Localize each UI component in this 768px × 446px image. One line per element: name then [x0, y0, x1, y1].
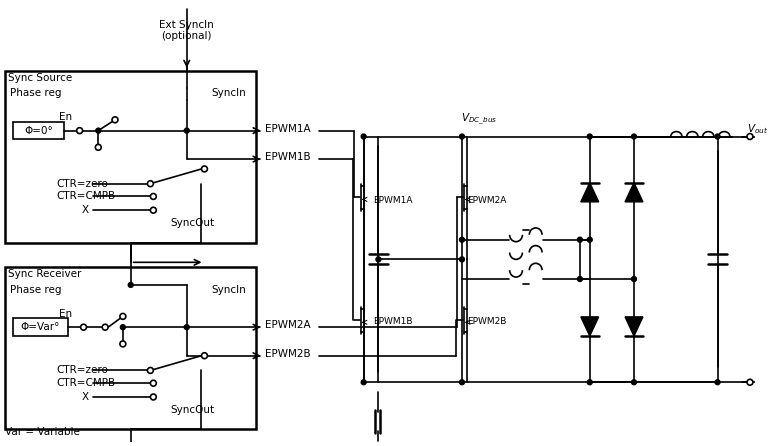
- Circle shape: [151, 380, 156, 386]
- Circle shape: [81, 324, 87, 330]
- Text: Sync Receiver: Sync Receiver: [8, 269, 81, 279]
- Text: CTR=zero: CTR=zero: [56, 365, 108, 376]
- Text: SyncIn: SyncIn: [211, 88, 246, 98]
- Text: Φ=0°: Φ=0°: [24, 126, 53, 136]
- Polygon shape: [625, 317, 643, 336]
- Text: SyncOut: SyncOut: [170, 405, 214, 415]
- Polygon shape: [581, 183, 599, 202]
- Text: EPWM1B: EPWM1B: [266, 152, 311, 162]
- Circle shape: [147, 368, 154, 373]
- Text: SyncIn: SyncIn: [211, 285, 246, 295]
- Circle shape: [95, 145, 101, 150]
- Text: (optional): (optional): [161, 31, 212, 41]
- Circle shape: [459, 257, 465, 262]
- Text: $V_{DC\_bus}$: $V_{DC\_bus}$: [461, 112, 497, 127]
- Circle shape: [631, 277, 637, 281]
- Text: Φ=Var°: Φ=Var°: [21, 322, 60, 332]
- Circle shape: [588, 237, 592, 242]
- Text: X: X: [81, 205, 89, 215]
- Text: CTR=CMPB: CTR=CMPB: [56, 191, 115, 202]
- Circle shape: [459, 380, 465, 385]
- Text: EPWM2B: EPWM2B: [467, 317, 506, 326]
- Circle shape: [588, 134, 592, 139]
- Circle shape: [151, 207, 156, 213]
- Circle shape: [361, 134, 366, 139]
- Text: CTR=zero: CTR=zero: [56, 179, 108, 189]
- Text: SyncOut: SyncOut: [170, 218, 214, 228]
- Circle shape: [77, 128, 83, 133]
- Text: Phase reg: Phase reg: [10, 285, 61, 295]
- Text: EPWM2A: EPWM2A: [467, 196, 506, 205]
- Text: X: X: [81, 392, 89, 402]
- Circle shape: [120, 314, 126, 319]
- Text: Var = Variable: Var = Variable: [5, 427, 80, 438]
- Polygon shape: [581, 317, 599, 336]
- Circle shape: [578, 237, 582, 242]
- Circle shape: [715, 380, 720, 385]
- Circle shape: [578, 277, 582, 281]
- Text: EPWM1B: EPWM1B: [373, 317, 413, 326]
- Circle shape: [747, 379, 753, 385]
- Circle shape: [151, 194, 156, 199]
- Text: $V_{out}$: $V_{out}$: [747, 122, 768, 136]
- Circle shape: [715, 134, 720, 139]
- Circle shape: [121, 325, 125, 330]
- Circle shape: [128, 282, 133, 287]
- Text: Phase reg: Phase reg: [10, 88, 61, 98]
- Bar: [5, 70, 256, 243]
- Text: En: En: [59, 309, 72, 318]
- Bar: [13, 318, 68, 336]
- Circle shape: [459, 237, 465, 242]
- Circle shape: [184, 128, 189, 133]
- Circle shape: [147, 181, 154, 186]
- Text: CTR=CMPB: CTR=CMPB: [56, 378, 115, 388]
- Text: Ext SyncIn: Ext SyncIn: [160, 20, 214, 29]
- Bar: [13, 122, 64, 140]
- Circle shape: [631, 134, 637, 139]
- Text: EPWM2B: EPWM2B: [266, 349, 311, 359]
- Text: EPWM1A: EPWM1A: [266, 124, 311, 134]
- Polygon shape: [625, 183, 643, 202]
- Circle shape: [747, 133, 753, 140]
- Circle shape: [184, 325, 189, 330]
- Circle shape: [102, 324, 108, 330]
- Text: En: En: [59, 112, 72, 122]
- Circle shape: [112, 117, 118, 123]
- Circle shape: [631, 380, 637, 385]
- Text: EPWM2A: EPWM2A: [266, 320, 311, 330]
- Circle shape: [120, 341, 126, 347]
- Circle shape: [96, 128, 101, 133]
- Circle shape: [151, 394, 156, 400]
- Text: EPWM1A: EPWM1A: [373, 196, 413, 205]
- Circle shape: [201, 166, 207, 172]
- Circle shape: [459, 134, 465, 139]
- Bar: [5, 267, 256, 429]
- Circle shape: [376, 257, 381, 262]
- Circle shape: [588, 380, 592, 385]
- Circle shape: [201, 353, 207, 359]
- Text: Sync Source: Sync Source: [8, 73, 72, 83]
- Circle shape: [361, 380, 366, 385]
